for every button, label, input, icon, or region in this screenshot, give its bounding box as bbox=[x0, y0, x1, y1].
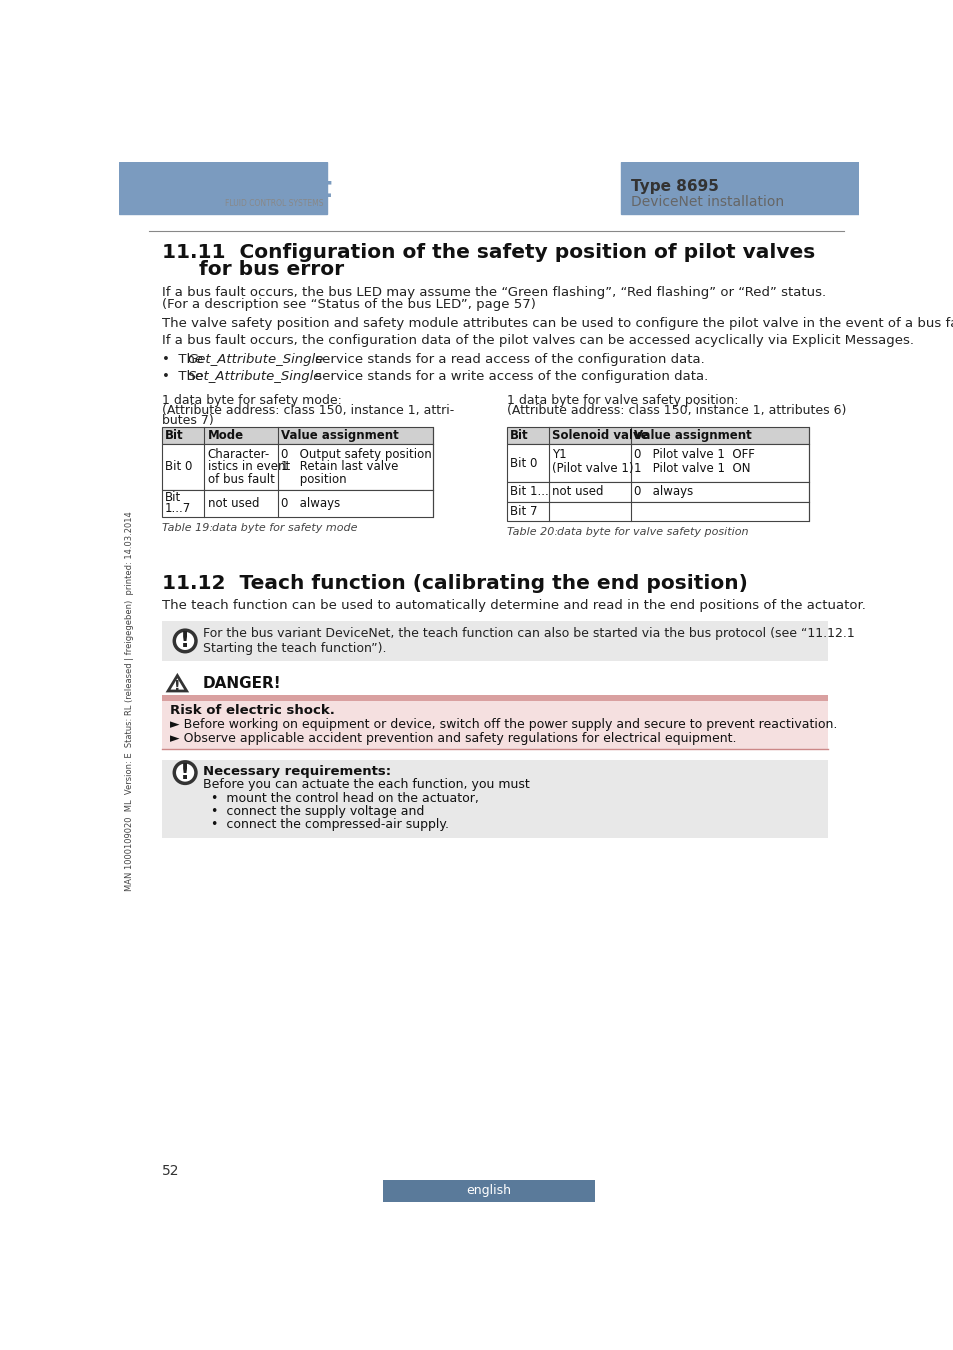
Bar bbox=[162, 760, 827, 838]
Text: Bit: Bit bbox=[165, 429, 183, 441]
Text: Y1: Y1 bbox=[552, 448, 566, 462]
Text: ► Observe applicable accident prevention and safety regulations for electrical e: ► Observe applicable accident prevention… bbox=[170, 732, 736, 745]
Text: 52: 52 bbox=[162, 1164, 179, 1177]
Circle shape bbox=[174, 761, 195, 783]
Text: Bit: Bit bbox=[509, 429, 528, 441]
Text: Value assignment: Value assignment bbox=[633, 429, 751, 441]
Text: Bit: Bit bbox=[165, 491, 181, 504]
Text: data byte for valve safety position: data byte for valve safety position bbox=[557, 526, 748, 536]
Text: •  connect the supply voltage and: • connect the supply voltage and bbox=[211, 805, 424, 818]
Text: 1...7: 1...7 bbox=[165, 502, 191, 514]
Text: Bit 1...: Bit 1... bbox=[509, 486, 548, 498]
Text: •  The: • The bbox=[162, 370, 207, 382]
Circle shape bbox=[174, 630, 195, 652]
Text: Table 19:: Table 19: bbox=[162, 522, 213, 533]
Text: (Attribute address: class 150, instance 1, attributes 6): (Attribute address: class 150, instance … bbox=[506, 404, 845, 417]
Text: service stands for a read access of the configuration data.: service stands for a read access of the … bbox=[311, 354, 704, 366]
Text: Bit 0: Bit 0 bbox=[509, 456, 537, 470]
Text: 1   Retain last valve: 1 Retain last valve bbox=[281, 460, 398, 474]
Text: If a bus fault occurs, the configuration data of the pilot valves can be accesse: If a bus fault occurs, the configuration… bbox=[162, 335, 913, 347]
Text: burkert: burkert bbox=[215, 176, 333, 202]
Bar bbox=[162, 695, 827, 701]
Text: 1   Pilot valve 1  ON: 1 Pilot valve 1 ON bbox=[633, 462, 750, 475]
Bar bbox=[382, 1180, 595, 1202]
Text: •  The: • The bbox=[162, 354, 207, 366]
Text: Starting the teach function”).: Starting the teach function”). bbox=[203, 643, 386, 655]
Text: Before you can actuate the each function, you must: Before you can actuate the each function… bbox=[203, 779, 529, 791]
Text: 0   Pilot valve 1  OFF: 0 Pilot valve 1 OFF bbox=[633, 448, 754, 462]
Bar bbox=[162, 427, 433, 444]
Text: If a bus fault occurs, the bus LED may assume the “Green flashing”, “Red flashin: If a bus fault occurs, the bus LED may a… bbox=[162, 286, 825, 300]
Bar bbox=[506, 482, 808, 502]
Bar bbox=[119, 162, 327, 215]
Text: !: ! bbox=[174, 679, 180, 693]
Text: position: position bbox=[281, 472, 347, 486]
Text: MAN 1000109020  ML  Version: E  Status: RL (released | freigegeben)  printed: 14: MAN 1000109020 ML Version: E Status: RL … bbox=[125, 512, 133, 891]
Text: 1 data byte for valve safety position:: 1 data byte for valve safety position: bbox=[506, 394, 738, 408]
Bar bbox=[506, 427, 808, 444]
Bar bbox=[162, 621, 827, 662]
Text: of bus fault: of bus fault bbox=[208, 472, 274, 486]
Text: For the bus variant DeviceNet, the teach function can also be started via the bu: For the bus variant DeviceNet, the teach… bbox=[203, 626, 854, 640]
Text: DeviceNet installation: DeviceNet installation bbox=[630, 194, 783, 209]
Text: Bit 0: Bit 0 bbox=[165, 460, 193, 474]
Text: Mode: Mode bbox=[208, 429, 243, 441]
Polygon shape bbox=[168, 675, 187, 691]
Text: istics in event: istics in event bbox=[208, 460, 290, 474]
Text: not used: not used bbox=[208, 497, 259, 510]
Bar bbox=[506, 444, 808, 482]
Text: The valve safety position and safety module attributes can be used to configure : The valve safety position and safety mod… bbox=[162, 317, 953, 331]
Text: •  mount the control head on the actuator,: • mount the control head on the actuator… bbox=[211, 791, 478, 805]
Bar bbox=[162, 444, 433, 490]
Text: Solenoid valve: Solenoid valve bbox=[552, 429, 648, 441]
Text: !: ! bbox=[180, 630, 190, 651]
Text: The teach function can be used to automatically determine and read in the end po: The teach function can be used to automa… bbox=[162, 599, 864, 612]
Text: Bit 7: Bit 7 bbox=[509, 505, 537, 517]
Text: 0   Output safety position: 0 Output safety position bbox=[281, 448, 432, 462]
Text: (Pilot valve 1): (Pilot valve 1) bbox=[552, 462, 634, 475]
Text: 0   always: 0 always bbox=[281, 497, 340, 510]
Bar bbox=[620, 162, 858, 215]
Text: (For a description see “Status of the bus LED”, page 57): (For a description see “Status of the bu… bbox=[162, 298, 536, 311]
Text: butes 7): butes 7) bbox=[162, 414, 213, 427]
Text: Necessary requirements:: Necessary requirements: bbox=[203, 764, 391, 778]
Text: Table 20:: Table 20: bbox=[506, 526, 558, 536]
Text: Risk of electric shock.: Risk of electric shock. bbox=[170, 703, 335, 717]
Text: english: english bbox=[466, 1184, 511, 1197]
Text: data byte for safety mode: data byte for safety mode bbox=[212, 522, 357, 533]
Text: DANGER!: DANGER! bbox=[203, 676, 281, 691]
Bar bbox=[162, 490, 433, 517]
Text: Type 8695: Type 8695 bbox=[630, 180, 718, 194]
Text: not used: not used bbox=[552, 486, 603, 498]
Text: 1 data byte for safety mode:: 1 data byte for safety mode: bbox=[162, 394, 341, 408]
Text: 0   always: 0 always bbox=[633, 486, 693, 498]
Text: FLUID CONTROL SYSTEMS: FLUID CONTROL SYSTEMS bbox=[225, 198, 323, 208]
Text: 11.11  Configuration of the safety position of pilot valves: 11.11 Configuration of the safety positi… bbox=[162, 243, 814, 262]
Text: ► Before working on equipment or device, switch off the power supply and secure : ► Before working on equipment or device,… bbox=[170, 718, 836, 732]
Bar bbox=[162, 701, 827, 749]
Bar bbox=[506, 502, 808, 521]
Text: •  connect the compressed-air supply.: • connect the compressed-air supply. bbox=[211, 818, 448, 830]
Text: service stands for a write access of the configuration data.: service stands for a write access of the… bbox=[311, 370, 708, 382]
Text: (Attribute address: class 150, instance 1, attri-: (Attribute address: class 150, instance … bbox=[162, 404, 454, 417]
Text: Value assignment: Value assignment bbox=[281, 429, 398, 441]
Text: 11.12  Teach function (calibrating the end position): 11.12 Teach function (calibrating the en… bbox=[162, 575, 747, 594]
Text: !: ! bbox=[180, 763, 190, 783]
Text: Get_Attribute_Single: Get_Attribute_Single bbox=[187, 354, 323, 366]
Text: for bus error: for bus error bbox=[199, 261, 344, 279]
Text: Character-: Character- bbox=[208, 448, 270, 462]
Text: Set_Attribute_Single: Set_Attribute_Single bbox=[187, 370, 321, 382]
